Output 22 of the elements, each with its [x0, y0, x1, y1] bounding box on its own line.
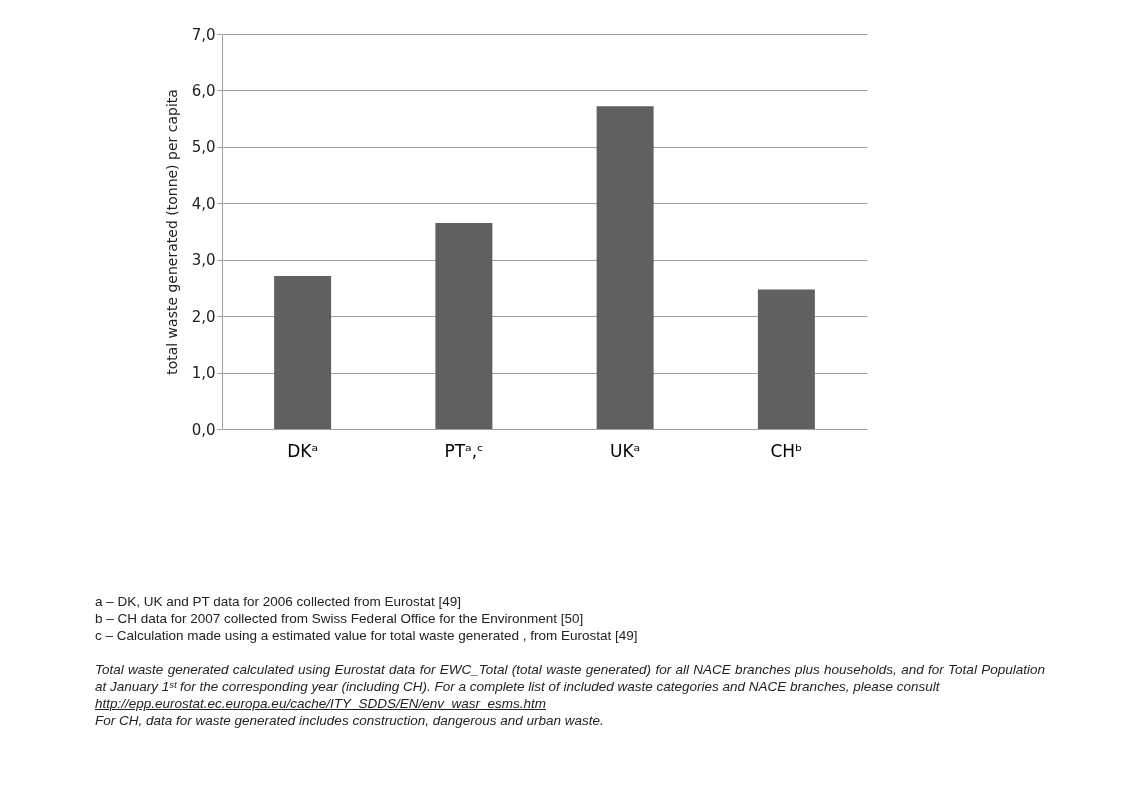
- y-tick-label: 6,0: [191, 81, 216, 100]
- text: c – Calculation made using a estimated value for total waste generated , from Eurostat [49]: [95, 627, 639, 644]
- text: b – CH data for 2007 collected from Swiss Federal Office for the Environment [50]: [95, 610, 585, 627]
- bar: [435, 223, 493, 429]
- text: http://epp.eurostat.ec.europa.eu/cache/ITY_SDDS/EN/env_wasr_esms.htm: [95, 695, 547, 712]
- y-tick-label: 2,0: [191, 307, 216, 326]
- text: a – DK, UK and PT data for 2006 collected from Eurostat [49]: [95, 593, 462, 610]
- y-tick-label: 4,0: [191, 194, 216, 213]
- y-tick-label: 1,0: [191, 364, 216, 383]
- y-tick-label: 5,0: [191, 138, 216, 157]
- x-tick-label: PTᵃ,ᶜ: [444, 440, 484, 461]
- bar: [274, 276, 332, 429]
- y-axis-title: total waste generated (tonne) per capita: [163, 89, 180, 375]
- text: For CH, data for waste generated includes construction, dangerous and urban waste.: [95, 712, 605, 729]
- bar: [596, 106, 654, 429]
- x-tick-label: CHᵇ: [770, 440, 803, 461]
- bar: [757, 289, 815, 429]
- x-tick-label: DKᵃ: [287, 440, 319, 461]
- y-tick-label: 7,0: [191, 25, 216, 44]
- y-tick-label: 3,0: [191, 251, 216, 270]
- x-tick-label: UKᵃ: [610, 440, 641, 461]
- y-tick-label: 0,0: [191, 420, 216, 439]
